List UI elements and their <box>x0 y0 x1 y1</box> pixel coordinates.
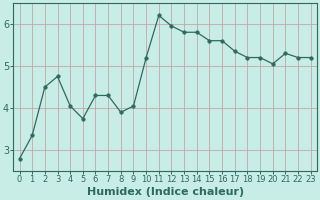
X-axis label: Humidex (Indice chaleur): Humidex (Indice chaleur) <box>87 187 244 197</box>
